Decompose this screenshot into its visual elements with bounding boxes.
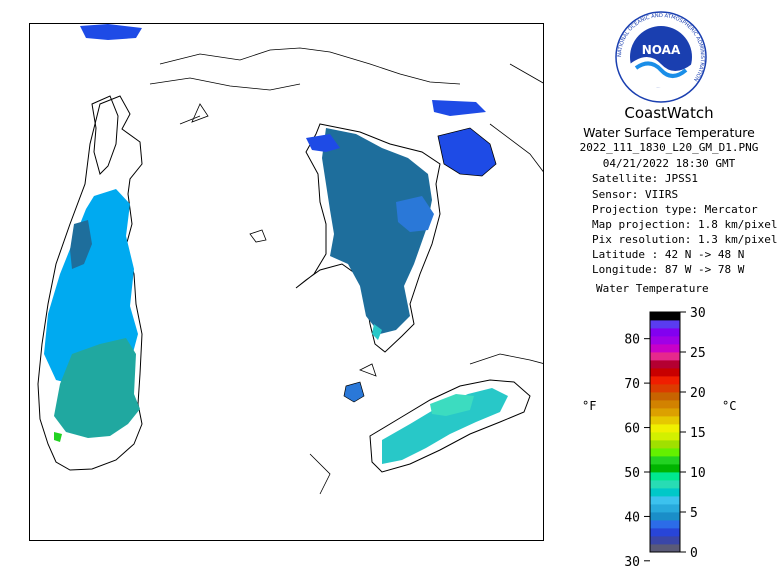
lake-st-clair: [343, 381, 365, 403]
color-bar-segment: [650, 416, 680, 425]
fahrenheit-tick-label: 80: [624, 333, 640, 348]
celsius-tick-label: 20: [690, 386, 706, 401]
lake-erie-aqua: [382, 388, 508, 464]
color-bar-segment: [650, 512, 680, 521]
fahrenheit-tick-label: 40: [624, 510, 640, 525]
north-channel: [432, 100, 486, 116]
color-bar-segment: [650, 312, 680, 321]
color-bar-segment: [650, 360, 680, 369]
color-bar-segment: [650, 520, 680, 529]
color-bar-segment: [650, 344, 680, 353]
fahrenheit-unit: °F: [582, 399, 596, 413]
state-border-lines: [149, 47, 543, 495]
color-bar-segment: [650, 496, 680, 505]
metadata-sensor: Sensor: VIIRS: [592, 188, 679, 201]
lake-michigan-green-dot: [54, 432, 62, 442]
celsius-tick-label: 30: [690, 306, 706, 321]
lake-michigan-dark-patch: [70, 220, 92, 269]
color-bar-segment: [650, 408, 680, 417]
product-title: Water Surface Temperature: [583, 125, 755, 140]
temperature-color-scale: 0 5 10 15 20 25 30 30 40 50 60 70 80 °F °C: [582, 306, 736, 566]
metadata-satellite: Satellite: JPSS1: [592, 172, 698, 185]
logo-text: NOAA: [642, 43, 681, 57]
fahrenheit-tick-label: 50: [624, 466, 640, 481]
celsius-tick-label: 0: [690, 546, 698, 561]
metadata-latitude: Latitude : 42 N -> 48 N: [592, 248, 745, 261]
color-bar-segment: [650, 400, 680, 409]
metadata-longitude: Longitude: 87 W -> 78 W: [592, 263, 745, 276]
lake-huron-dark-teal: [322, 128, 432, 334]
lake-huron-light-patch: [396, 196, 434, 232]
metadata-map-projection: Map projection: 1.8 km/pixel: [592, 218, 778, 231]
celsius-tick-label: 15: [690, 426, 706, 441]
color-bar-group: [649, 311, 681, 553]
fahrenheit-tick-label: 30: [624, 555, 640, 566]
color-bar-segment: [650, 448, 680, 457]
color-bar-segment: [650, 528, 680, 537]
color-bar-segment: [650, 424, 680, 433]
color-bar-segment: [650, 392, 680, 401]
celsius-tick-label: 5: [690, 506, 698, 521]
brand-title: CoastWatch: [624, 104, 714, 122]
lake-huron-very-cold: [306, 134, 340, 152]
color-bar-segment: [650, 376, 680, 385]
color-bar-segment: [650, 544, 680, 553]
georgian-bay: [437, 127, 497, 177]
color-bar-segment: [650, 488, 680, 497]
lake-superior-edge: [80, 24, 142, 40]
fahrenheit-tick-label: 60: [624, 422, 640, 437]
celsius-tick-label: 10: [690, 466, 706, 481]
lake-michigan-teal: [54, 338, 140, 438]
metadata-pix-resolution: Pix resolution: 1.3 km/pixel: [592, 233, 778, 246]
fahrenheit-tick-label: 70: [624, 377, 640, 392]
map-panel: [29, 23, 544, 541]
color-bar-segment: [650, 464, 680, 473]
legend-title: Water Temperature: [596, 282, 709, 295]
lake-huron-green-edge: [372, 324, 382, 340]
color-bar-segment: [650, 440, 680, 449]
noaa-logo: NATIONAL OCEANIC AND ATMOSPHERIC ADMINIS…: [615, 11, 707, 103]
color-bar-segment: [650, 432, 680, 441]
lake-michigan-light-blue: [44, 189, 138, 384]
color-bar-segment: [650, 384, 680, 393]
color-bar-segment: [650, 504, 680, 513]
color-bar-segment: [650, 352, 680, 361]
color-bar-segment: [650, 480, 680, 489]
water-temperature-map: [37, 24, 543, 495]
lake-erie-cyan-green: [430, 394, 474, 416]
color-bar-segment: [650, 328, 680, 337]
celsius-unit: °C: [722, 399, 736, 413]
green-bay: [91, 95, 119, 175]
tick-group: 0 5 10 15 20 25 30 30 40 50 60 70 80: [624, 306, 705, 566]
acquisition-datetime: 04/21/2022 18:30 GMT: [602, 157, 736, 170]
color-bar-segment: [650, 336, 680, 345]
color-bar-segment: [650, 536, 680, 545]
color-bar-segment: [650, 472, 680, 481]
file-name: 2022_111_1830_L20_GM_D1.PNG: [579, 141, 759, 154]
color-bar-segment: [650, 456, 680, 465]
color-bar-segment: [650, 368, 680, 377]
metadata-projection-type: Projection type: Mercator: [592, 203, 758, 216]
color-bar-segment: [650, 320, 680, 329]
celsius-tick-label: 25: [690, 346, 706, 361]
